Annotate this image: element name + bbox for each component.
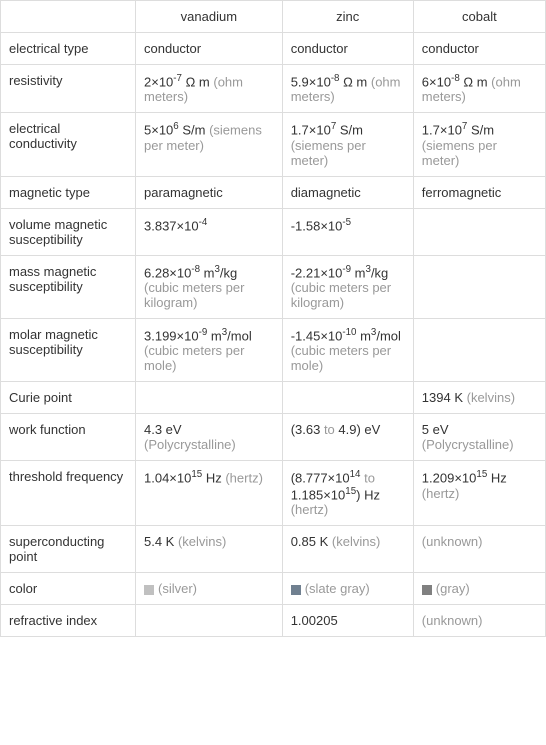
row-label: refractive index [1, 604, 136, 636]
table-cell: 6.28×10-8 m3/kg (cubic meters per kilogr… [136, 255, 283, 318]
table-cell: 3.837×10-4 [136, 208, 283, 255]
row-label: color [1, 572, 136, 604]
table-cell [282, 382, 413, 414]
row-label: volume magnetic susceptibility [1, 208, 136, 255]
table-cell: (8.777×1014 to 1.185×1015) Hz (hertz) [282, 461, 413, 526]
table-cell: conductor [413, 33, 545, 65]
table-cell: ferromagnetic [413, 176, 545, 208]
row-label: work function [1, 414, 136, 461]
table-row: electrical conductivity5×106 S/m (siemen… [1, 113, 546, 176]
table-cell: 5 eV (Polycrystalline) [413, 414, 545, 461]
row-label: threshold frequency [1, 461, 136, 526]
row-label: molar magnetic susceptibility [1, 318, 136, 381]
table-cell: conductor [136, 33, 283, 65]
table-cell: 5.9×10-8 Ω m (ohm meters) [282, 65, 413, 113]
table-row: magnetic typeparamagneticdiamagneticferr… [1, 176, 546, 208]
table-row: superconducting point5.4 K (kelvins)0.85… [1, 525, 546, 572]
table-cell: conductor [282, 33, 413, 65]
table-cell: 0.85 K (kelvins) [282, 525, 413, 572]
row-label: superconducting point [1, 525, 136, 572]
table-cell [413, 255, 545, 318]
table-row: electrical typeconductorconductorconduct… [1, 33, 546, 65]
table-cell: (silver) [136, 572, 283, 604]
row-label: electrical type [1, 33, 136, 65]
table-cell: -1.45×10-10 m3/mol (cubic meters per mol… [282, 318, 413, 381]
table-cell: 1.04×1015 Hz (hertz) [136, 461, 283, 526]
row-label: magnetic type [1, 176, 136, 208]
table-row: Curie point 1394 K (kelvins) [1, 382, 546, 414]
table-row: refractive index 1.00205(unknown) [1, 604, 546, 636]
table-cell: -2.21×10-9 m3/kg (cubic meters per kilog… [282, 255, 413, 318]
table-row: work function4.3 eV (Polycrystalline)(3.… [1, 414, 546, 461]
table-cell: 3.199×10-9 m3/mol (cubic meters per mole… [136, 318, 283, 381]
table-cell: -1.58×10-5 [282, 208, 413, 255]
row-label: Curie point [1, 382, 136, 414]
table-cell: 1.00205 [282, 604, 413, 636]
table-cell: diamagnetic [282, 176, 413, 208]
table-row: volume magnetic susceptibility3.837×10-4… [1, 208, 546, 255]
header-row: vanadium zinc cobalt [1, 1, 546, 33]
table-cell [136, 604, 283, 636]
empty-header [1, 1, 136, 33]
table-cell: 2×10-7 Ω m (ohm meters) [136, 65, 283, 113]
table-cell: (3.63 to 4.9) eV [282, 414, 413, 461]
table-cell: 6×10-8 Ω m (ohm meters) [413, 65, 545, 113]
table-cell [413, 208, 545, 255]
row-label: electrical conductivity [1, 113, 136, 176]
row-label: mass magnetic susceptibility [1, 255, 136, 318]
table-row: resistivity2×10-7 Ω m (ohm meters)5.9×10… [1, 65, 546, 113]
row-label: resistivity [1, 65, 136, 113]
table-cell: 5.4 K (kelvins) [136, 525, 283, 572]
table-body: electrical typeconductorconductorconduct… [1, 33, 546, 637]
col-header: vanadium [136, 1, 283, 33]
table-cell: (unknown) [413, 604, 545, 636]
table-cell: 1.7×107 S/m (siemens per meter) [282, 113, 413, 176]
table-cell: 5×106 S/m (siemens per meter) [136, 113, 283, 176]
table-cell: (gray) [413, 572, 545, 604]
col-header: cobalt [413, 1, 545, 33]
table-cell: paramagnetic [136, 176, 283, 208]
table-cell [136, 382, 283, 414]
table-cell [413, 318, 545, 381]
table-cell: (unknown) [413, 525, 545, 572]
properties-table: vanadium zinc cobalt electrical typecond… [0, 0, 546, 637]
table-cell: 1.209×1015 Hz (hertz) [413, 461, 545, 526]
table-cell: 4.3 eV (Polycrystalline) [136, 414, 283, 461]
table-cell: 1394 K (kelvins) [413, 382, 545, 414]
table-row: mass magnetic susceptibility6.28×10-8 m3… [1, 255, 546, 318]
table-cell: 1.7×107 S/m (siemens per meter) [413, 113, 545, 176]
table-row: threshold frequency1.04×1015 Hz (hertz)(… [1, 461, 546, 526]
col-header: zinc [282, 1, 413, 33]
table-cell: (slate gray) [282, 572, 413, 604]
table-row: molar magnetic susceptibility3.199×10-9 … [1, 318, 546, 381]
table-row: color(silver)(slate gray)(gray) [1, 572, 546, 604]
